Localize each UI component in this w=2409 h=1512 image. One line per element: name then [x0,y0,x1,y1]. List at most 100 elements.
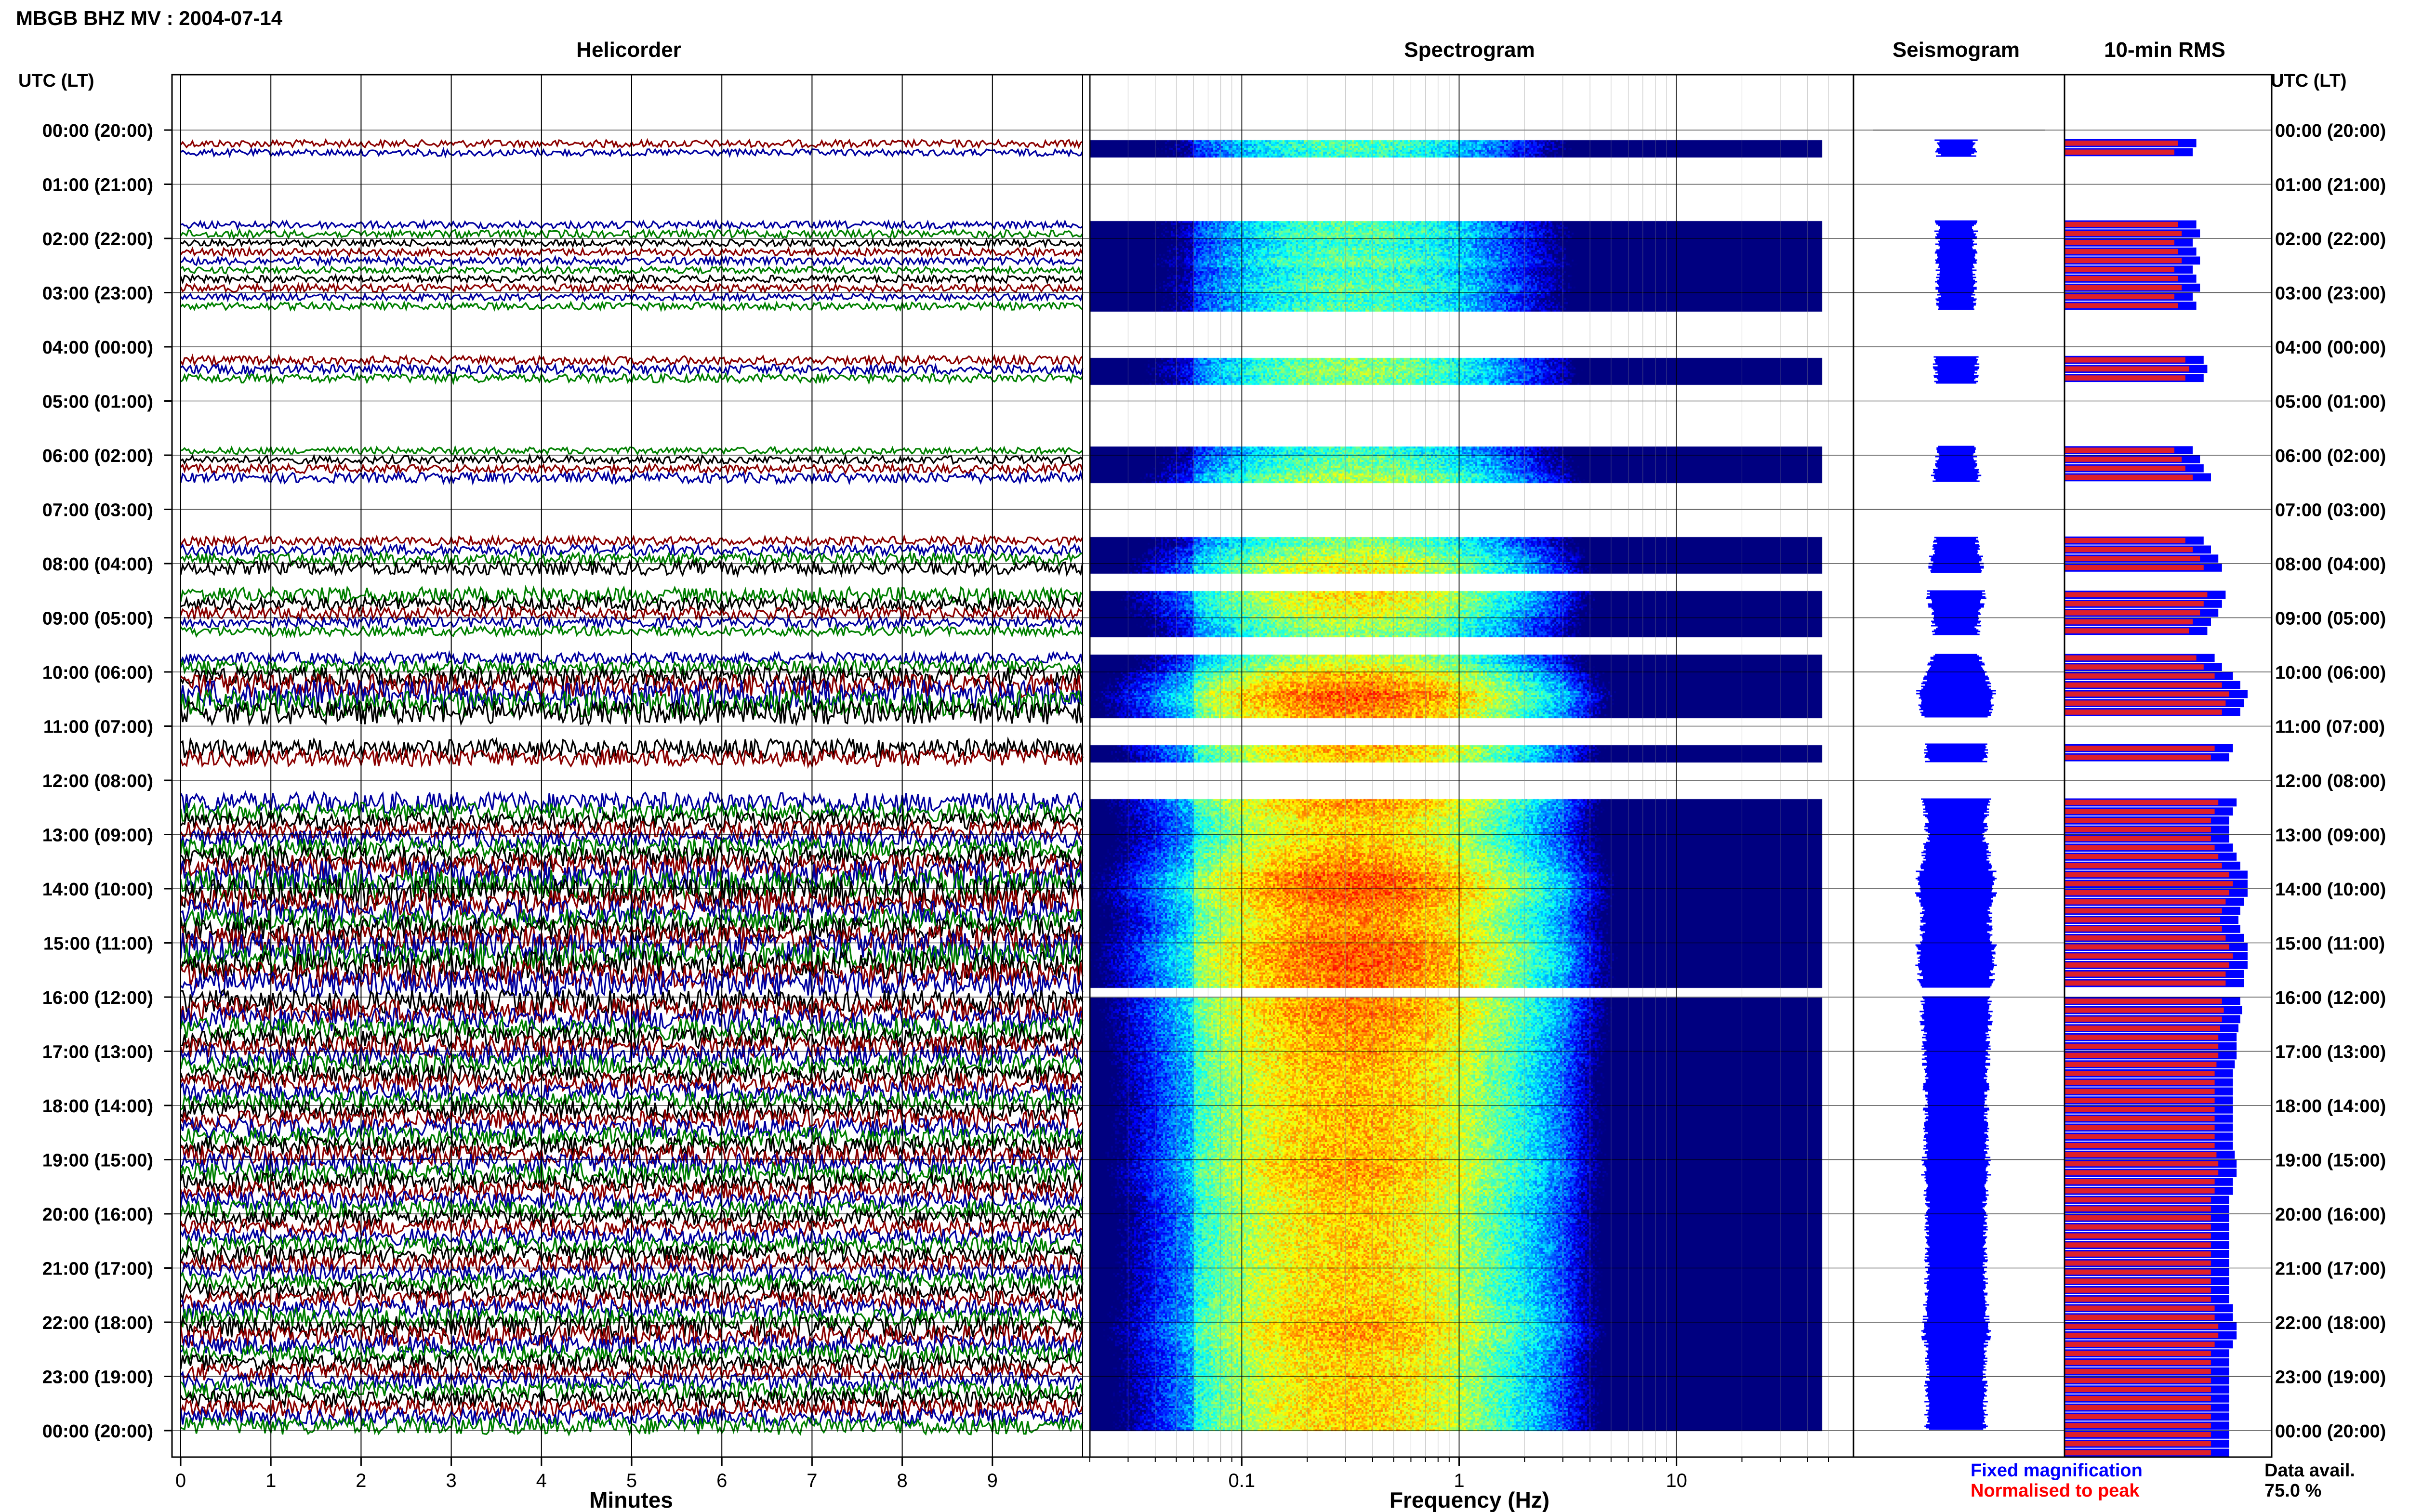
rms-bar-normalised [2065,249,2178,254]
rms-bar-normalised [2065,1450,2211,1456]
rms-bar-normalised [2065,953,2233,959]
time-tick-label-left: 12:00 (08:00) [42,771,153,791]
rms-bar-normalised [2065,1170,2219,1176]
rms-bar-normalised [2065,691,2229,697]
time-tick-label-left: 02:00 (22:00) [42,229,153,250]
minute-tick-label: 0 [175,1470,186,1491]
rms-bar-normalised [2065,1233,2211,1239]
minute-tick-label: 6 [716,1470,727,1491]
minute-tick-label: 2 [356,1470,366,1491]
rms-bar-normalised [2065,1071,2215,1076]
frequency-tick-label: 1 [1454,1470,1464,1491]
time-tick-label-right: 01:00 (21:00) [2275,175,2386,196]
minute-ticks: 0 1 2 3 4 5 6 7 8 9 [175,1457,998,1491]
time-tick-label-left: 04:00 (00:00) [42,338,153,358]
rms-bars [2065,139,2248,1457]
time-tick-label-left: 14:00 (10:00) [42,880,153,900]
rms-bar-normalised [2065,457,2182,462]
rms-bar-normalised [2065,294,2174,300]
rms-bar-normalised [2065,1007,2224,1013]
rms-bar-normalised [2065,1351,2211,1356]
legend-fixed-magnification: Fixed magnification [1971,1460,2143,1481]
grid-and-frames [171,74,2273,1458]
time-tick-label-left: 00:00 (20:00) [42,121,153,141]
rms-bar-normalised [2065,1035,2219,1040]
rms-bar-normalised [2065,447,2174,453]
rms-bar-normalised [2065,465,2185,471]
rms-bar-normalised [2065,601,2204,606]
data-availability-value: 75.0 % [2264,1481,2321,1501]
rms-bar-normalised [2065,944,2229,950]
time-tick-label-right: 23:00 (19:00) [2275,1367,2386,1388]
data-availability-label: Data avail. [2264,1460,2355,1481]
rms-bar-normalised [2065,1016,2222,1022]
minute-tick-label: 5 [626,1470,637,1491]
time-tick-label-right: 14:00 (10:00) [2275,880,2386,900]
rms-bar-normalised [2065,664,2204,670]
rms-bar-normalised [2065,303,2178,309]
rms-bar-normalised [2065,1134,2215,1140]
rms-bar-normalised [2065,1441,2211,1446]
rms-bar-normalised [2065,836,2211,841]
rms-bar-normalised [2065,1043,2219,1049]
time-tick-label-left: 07:00 (03:00) [42,500,153,521]
minute-tick-label: 7 [807,1470,817,1491]
rms-bar-normalised [2065,474,2193,480]
time-tick-label-right: 15:00 (11:00) [2275,934,2385,954]
rms-bar-normalised [2065,149,2174,155]
time-tick-label-left: 06:00 (02:00) [42,446,153,466]
rms-bar-normalised [2065,1288,2211,1293]
rms-bar-normalised [2065,240,2174,245]
rms-bar-normalised [2065,140,2178,146]
rms-bar-normalised [2065,971,2226,977]
rms-bar-normalised [2065,1315,2215,1320]
time-tick-label-right: 18:00 (14:00) [2275,1096,2386,1117]
time-tick-label-right: 06:00 (02:00) [2275,446,2386,466]
rms-bar-normalised [2065,980,2226,986]
rms-bar-normalised [2065,1269,2211,1275]
time-tick-label-left: 20:00 (16:00) [42,1205,153,1225]
time-tick-label-left: 22:00 (18:00) [42,1313,153,1333]
rms-bar-normalised [2065,863,2222,868]
rms-bar-normalised [2065,809,2215,815]
rms-bar-normalised [2065,1242,2211,1248]
rms-header: 10-min RMS [2104,38,2225,62]
rms-bar-normalised [2065,1188,2215,1194]
minute-tick-label: 8 [897,1470,907,1491]
time-tick-label-left: 05:00 (01:00) [42,392,153,412]
time-tick-label-left: 13:00 (09:00) [42,826,153,846]
plot-frame [171,74,2273,1458]
rms-bar-normalised [2065,1116,2215,1121]
rms-bar-normalised [2065,1052,2219,1058]
rms-bar-normalised [2065,1360,2211,1365]
rms-bar-normalised [2065,1332,2219,1338]
time-tick-label-left: 00:00 (20:00) [42,1421,153,1442]
rms-bar-normalised [2065,845,2215,851]
right-time-ticks: 00:00 (20:00) 01:00 (21:00) 02:00 (22:00) 0… [2275,121,2386,1442]
rms-bar-normalised [2065,881,2233,887]
rms-bar-normalised [2065,872,2229,878]
rms-bar-normalised [2065,1098,2215,1104]
time-tick-label-right: 03:00 (23:00) [2275,284,2386,304]
time-tick-label-left: 10:00 (06:00) [42,663,153,683]
time-tick-label-left: 23:00 (19:00) [42,1367,153,1388]
minute-tick-label: 4 [536,1470,547,1491]
rms-bar-normalised [2065,1278,2211,1284]
rms-bar-normalised [2065,1161,2219,1167]
rms-bar-normalised [2065,1206,2211,1212]
rms-bar-normalised [2065,1387,2211,1393]
legend-normalised-to-peak: Normalised to peak [1971,1481,2140,1501]
rms-bar-normalised [2065,547,2193,552]
rms-bar-normalised [2065,1432,2211,1437]
time-tick-label-right: 10:00 (06:00) [2275,663,2386,683]
rms-bar-normalised [2065,710,2222,715]
rms-bar-normalised [2065,890,2229,895]
frequency-axis-label: Frequency (Hz) [1390,1487,1549,1512]
rms-bar-normalised [2065,556,2200,562]
rms-bar-normalised [2065,1107,2215,1112]
rms-bar-normalised [2065,1089,2215,1094]
rms-bar-normalised [2065,1152,2217,1157]
spectrogram-canvas-holder [1090,75,1853,1457]
minute-tick-label: 1 [265,1470,276,1491]
left-time-axis-label: UTC (LT) [18,71,94,91]
